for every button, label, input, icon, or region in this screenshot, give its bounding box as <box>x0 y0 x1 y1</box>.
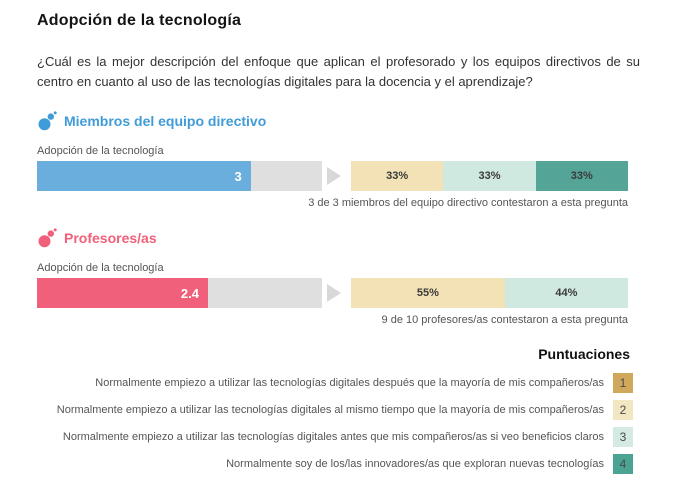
section-heading-label: Profesores/as <box>64 230 157 247</box>
person-icon <box>37 228 57 248</box>
legend-score-box: 3 <box>613 427 633 448</box>
score-value: 2.4 <box>180 285 199 301</box>
distribution-segment: 33% <box>443 161 536 192</box>
distribution-segment: 33% <box>535 161 628 192</box>
legend-score-value: 2 <box>619 403 627 418</box>
section-equipo-directivo: Miembros del equipo directivo Adopción d… <box>37 111 639 209</box>
score-bar-fill: 3 <box>37 161 251 192</box>
legend-item: Normalmente soy de los/las innovadores/a… <box>37 454 633 475</box>
arrow-right-icon <box>327 284 341 303</box>
score-value: 3 <box>234 168 242 184</box>
indicator-label: Adopción de la tecnología <box>37 145 164 158</box>
legend-score-box: 1 <box>613 373 633 394</box>
chart-row: 3 33% 33% 33% <box>37 161 639 192</box>
legend-score-box: 2 <box>613 400 633 421</box>
question-text: ¿Cuál es la mejor descripción del enfoqu… <box>37 54 640 90</box>
section-heading: Miembros del equipo directivo <box>37 111 639 131</box>
legend-label: Normalmente empiezo a utilizar las tecno… <box>56 404 604 417</box>
legend-item: Normalmente empiezo a utilizar las tecno… <box>37 427 633 448</box>
indicator-label: Adopción de la tecnología <box>37 262 164 275</box>
segment-percent: 33% <box>386 170 409 183</box>
legend-score-value: 1 <box>619 376 627 391</box>
segment-percent: 55% <box>416 287 439 300</box>
segment-percent: 33% <box>570 170 593 183</box>
response-caption: 3 de 3 miembros del equipo directivo con… <box>308 197 628 210</box>
person-icon <box>37 111 57 131</box>
response-caption: 9 de 10 profesores/as contestaron a esta… <box>381 314 628 327</box>
page-title: Adopción de la tecnología <box>37 12 242 29</box>
section-heading: Profesores/as <box>37 228 639 248</box>
legend-label: Normalmente empiezo a utilizar las tecno… <box>95 377 604 390</box>
chart-row: 2.4 55% 44% <box>37 278 639 309</box>
distribution-segment: 55% <box>351 278 505 309</box>
legend-label: Normalmente soy de los/las innovadores/a… <box>226 458 604 471</box>
legend-score-value: 3 <box>619 430 627 445</box>
legend-item: Normalmente empiezo a utilizar las tecno… <box>37 400 633 421</box>
score-bar-fill: 2.4 <box>37 278 208 309</box>
arrow-right-icon <box>327 167 341 186</box>
segment-percent: 33% <box>478 170 501 183</box>
distribution-bar: 55% 44% <box>351 278 628 309</box>
segment-percent: 44% <box>555 287 578 300</box>
distribution-segment: 33% <box>351 161 444 192</box>
scores-legend: Puntuaciones Normalmente empiezo a utili… <box>37 346 633 475</box>
report-page: Adopción de la tecnología ¿Cuál es la me… <box>37 12 640 475</box>
section-heading-label: Miembros del equipo directivo <box>64 113 267 130</box>
legend-score-value: 4 <box>619 457 627 472</box>
score-bar: 2.4 <box>37 278 322 309</box>
score-bar: 3 <box>37 161 322 192</box>
section-profesores: Profesores/as Adopción de la tecnología … <box>37 228 639 326</box>
distribution-segment: 44% <box>504 278 628 309</box>
distribution-bar: 33% 33% 33% <box>351 161 628 192</box>
legend-item: Normalmente empiezo a utilizar las tecno… <box>37 373 633 394</box>
legend-score-box: 4 <box>613 454 633 475</box>
legend-label: Normalmente empiezo a utilizar las tecno… <box>62 431 604 444</box>
scores-title: Puntuaciones <box>538 346 630 363</box>
